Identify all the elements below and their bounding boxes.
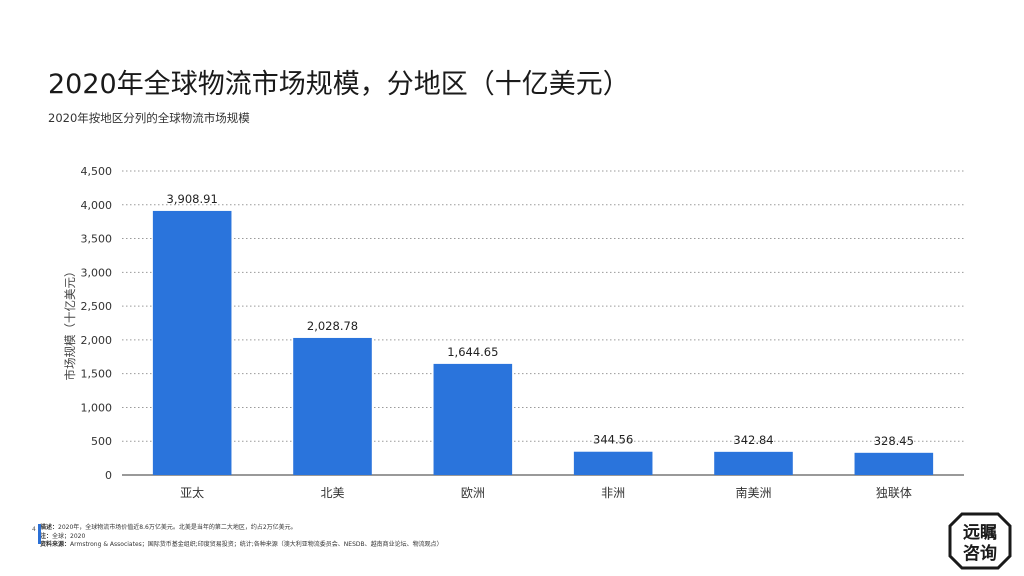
x-category-label: 独联体 [876,486,912,500]
y-tick-label: 3,500 [81,233,113,246]
bar-value-label: 1,644.65 [447,345,498,359]
y-tick-label: 2,500 [81,300,113,313]
bar-value-label: 344.56 [593,433,633,447]
x-category-label: 亚太 [180,485,204,500]
footer-description-label: 描述： [40,524,59,531]
footer-note: 注：全球；2020 [40,533,443,542]
y-tick-label: 4,500 [81,165,113,178]
footer-source-text: Armstrong & Associates；国际货币基金组织;印度贸易投资；统… [70,541,443,548]
footer-accent-bar [38,524,41,544]
company-logo: 远瞩 咨询 [948,512,1012,570]
footer-source-label: 资料来源： [40,541,71,548]
footer-source: 资料来源：Armstrong & Associates；国际货币基金组织;印度贸… [40,541,443,550]
footer-note-label: 注： [40,532,53,540]
footer-notes: 4 描述：2020年，全球物流市场价值近8.6万亿美元。北美是当年的第二大地区，… [32,524,443,550]
y-axis-label: 市场规模（十亿美元） [63,266,77,381]
footer-description: 描述：2020年，全球物流市场价值近8.6万亿美元。北美是当年的第二大地区，约占… [40,524,443,533]
x-category-label: 北美 [320,486,344,500]
page-subtitle: 2020年按地区分列的全球物流市场规模 [48,111,250,125]
bar-1 [152,210,232,476]
bar-4 [573,451,653,475]
y-tick-label: 3,000 [81,266,113,279]
bar-6 [854,452,934,475]
bar-value-label: 342.84 [733,433,773,447]
bar-5 [714,451,793,475]
y-tick-label: 4,000 [81,199,113,212]
logo-line-1: 远瞩 [963,523,997,543]
x-category-label: 欧洲 [461,486,485,500]
y-tick-label: 1,000 [81,401,113,414]
bar-value-label: 3,908.91 [167,192,218,206]
page-title: 2020年全球物流市场规模，分地区（十亿美元） [48,69,630,100]
footer-description-text: 2020年，全球物流市场价值近8.6万亿美元。北美是当年的第二大地区，约占2万亿… [58,524,297,531]
bar-2 [293,337,372,475]
y-tick-label: 500 [91,435,112,448]
y-tick-label: 0 [105,469,112,482]
y-tick-label: 1,500 [81,368,113,381]
bar-value-label: 328.45 [874,434,914,448]
footer-note-text: 全球；2020 [52,532,86,540]
x-category-label: 非洲 [601,486,625,500]
bar-3 [433,363,513,475]
page-number: 4 [32,526,36,533]
y-tick-label: 2,000 [81,334,113,347]
bar-value-label: 2,028.78 [307,319,358,333]
logo-line-2: 咨询 [963,543,997,564]
x-category-label: 南美洲 [735,485,771,500]
